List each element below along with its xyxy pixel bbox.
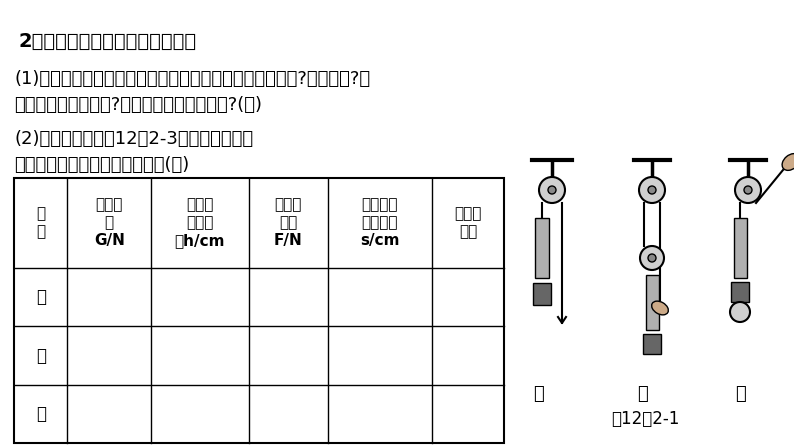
Circle shape bbox=[648, 254, 656, 262]
Text: 把实验数据记录在下面表格中。(略): 把实验数据记录在下面表格中。(略) bbox=[14, 156, 189, 174]
Text: 实
验: 实 验 bbox=[37, 207, 45, 240]
Bar bbox=[643, 334, 661, 354]
Circle shape bbox=[730, 302, 750, 322]
Bar bbox=[535, 218, 549, 278]
Text: 乙: 乙 bbox=[638, 385, 649, 403]
Bar bbox=[734, 218, 746, 278]
Circle shape bbox=[735, 177, 761, 203]
Text: 甲: 甲 bbox=[533, 385, 543, 403]
Text: 用定滑轮有什么好处?使用动滑轮有什么好处?(略): 用定滑轮有什么好处?使用动滑轮有什么好处?(略) bbox=[14, 96, 262, 114]
Text: 弹簧秤
示数
F/N: 弹簧秤 示数 F/N bbox=[274, 198, 303, 249]
Bar bbox=[533, 283, 551, 305]
Text: 弹簧秤移
动的距离
s/cm: 弹簧秤移 动的距离 s/cm bbox=[360, 198, 399, 249]
Circle shape bbox=[640, 246, 664, 270]
Text: 图12．2-1: 图12．2-1 bbox=[611, 410, 679, 428]
Text: 2．探究定滑轮和动滑轮的特点。: 2．探究定滑轮和动滑轮的特点。 bbox=[18, 32, 196, 51]
Ellipse shape bbox=[782, 154, 794, 170]
Ellipse shape bbox=[652, 301, 669, 315]
Circle shape bbox=[639, 177, 665, 203]
Text: 用力的
方向: 用力的 方向 bbox=[454, 207, 482, 240]
Bar bbox=[14, 178, 504, 443]
Text: 乙: 乙 bbox=[36, 346, 46, 364]
Text: 物体升
高的高
度h/cm: 物体升 高的高 度h/cm bbox=[175, 198, 225, 249]
Circle shape bbox=[539, 177, 565, 203]
Bar bbox=[646, 275, 658, 330]
Text: (2)实验：按课本图12．2-3所示进行实验，: (2)实验：按课本图12．2-3所示进行实验， bbox=[14, 130, 253, 148]
Text: 丙: 丙 bbox=[734, 385, 746, 403]
Circle shape bbox=[548, 186, 556, 194]
Text: (1)讨论：分别用定滑轮和动滑轮拉升同一物体时，谁省力?谁省距离?使: (1)讨论：分别用定滑轮和动滑轮拉升同一物体时，谁省力?谁省距离?使 bbox=[14, 70, 370, 88]
Text: 甲: 甲 bbox=[36, 288, 46, 306]
Circle shape bbox=[648, 186, 656, 194]
Text: 物体重
力
G/N: 物体重 力 G/N bbox=[94, 198, 125, 249]
Text: 丙: 丙 bbox=[36, 405, 46, 423]
Circle shape bbox=[744, 186, 752, 194]
Bar bbox=[731, 282, 749, 302]
